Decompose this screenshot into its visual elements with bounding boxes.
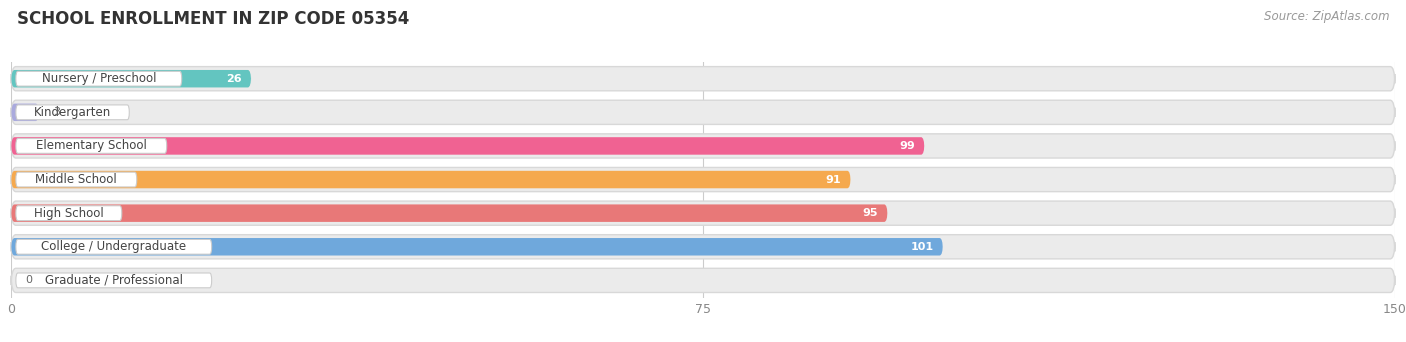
Text: 101: 101 [911,242,934,252]
Text: Graduate / Professional: Graduate / Professional [45,274,183,287]
FancyBboxPatch shape [15,206,122,221]
FancyBboxPatch shape [11,134,1395,158]
FancyBboxPatch shape [11,205,887,222]
Text: College / Undergraduate: College / Undergraduate [41,240,187,253]
Text: 3: 3 [53,107,59,117]
FancyBboxPatch shape [15,139,167,153]
FancyBboxPatch shape [11,235,1395,259]
Text: Middle School: Middle School [35,173,117,186]
FancyBboxPatch shape [15,273,212,288]
FancyBboxPatch shape [15,239,212,254]
Text: Nursery / Preschool: Nursery / Preschool [42,72,156,85]
Text: 95: 95 [863,208,879,218]
Text: Elementary School: Elementary School [37,140,146,153]
Text: SCHOOL ENROLLMENT IN ZIP CODE 05354: SCHOOL ENROLLMENT IN ZIP CODE 05354 [17,10,409,28]
FancyBboxPatch shape [11,238,943,255]
FancyBboxPatch shape [11,168,1395,192]
FancyBboxPatch shape [11,100,1395,124]
Text: 99: 99 [900,141,915,151]
FancyBboxPatch shape [11,67,1395,91]
Text: 91: 91 [825,174,841,185]
FancyBboxPatch shape [11,268,1395,292]
FancyBboxPatch shape [11,137,924,155]
FancyBboxPatch shape [11,70,252,88]
Text: Kindergarten: Kindergarten [34,106,111,119]
FancyBboxPatch shape [15,105,129,120]
Text: High School: High School [34,207,104,220]
Text: 26: 26 [226,74,242,84]
FancyBboxPatch shape [11,201,1395,225]
FancyBboxPatch shape [15,172,136,187]
FancyBboxPatch shape [11,171,851,188]
Text: Source: ZipAtlas.com: Source: ZipAtlas.com [1264,10,1389,23]
FancyBboxPatch shape [11,104,39,121]
Text: 0: 0 [25,275,32,285]
FancyBboxPatch shape [15,71,181,86]
